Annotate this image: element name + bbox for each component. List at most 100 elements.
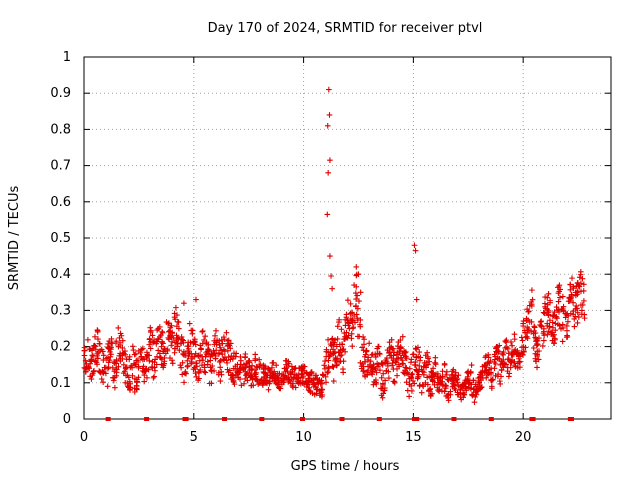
data-point <box>178 364 184 371</box>
data-point <box>534 341 541 348</box>
data-point <box>138 346 145 353</box>
data-point <box>244 377 251 384</box>
y-tick-label: 0.1 <box>50 376 71 391</box>
data-point <box>270 360 277 366</box>
data-point <box>571 323 578 330</box>
data-point <box>574 305 580 312</box>
data-point <box>142 368 149 374</box>
data-point <box>534 364 540 371</box>
outlier-point <box>326 86 332 93</box>
data-point <box>331 350 337 357</box>
baseline-marker <box>339 417 345 421</box>
baseline-marker <box>414 417 420 421</box>
data-point <box>240 366 247 373</box>
data-point <box>348 335 355 342</box>
data-point <box>397 337 404 343</box>
data-point <box>117 342 123 348</box>
data-point <box>565 298 572 305</box>
data-point <box>322 365 328 372</box>
data-point <box>525 308 532 315</box>
data-point <box>483 375 490 381</box>
data-point <box>118 332 125 339</box>
data-point <box>224 360 230 366</box>
data-point <box>546 323 553 330</box>
data-point <box>478 384 485 390</box>
data-point <box>355 317 361 323</box>
data-point <box>319 386 326 393</box>
data-point <box>176 347 183 353</box>
outlier-point <box>411 242 418 249</box>
data-point <box>463 387 470 394</box>
data-point <box>416 363 423 369</box>
data-point <box>468 362 475 368</box>
data-point <box>408 356 415 363</box>
data-point <box>381 387 388 394</box>
data-point <box>91 342 98 349</box>
data-point <box>208 367 214 374</box>
data-point <box>174 335 181 341</box>
data-point <box>217 357 224 364</box>
data-point <box>576 314 582 320</box>
data-point <box>112 384 118 391</box>
data-point <box>376 350 382 357</box>
data-point <box>357 321 363 328</box>
data-point <box>560 308 567 315</box>
data-point <box>219 351 226 357</box>
data-point <box>567 281 574 288</box>
data-point <box>300 375 306 381</box>
data-point <box>202 369 209 376</box>
data-point <box>209 352 215 358</box>
data-point <box>397 344 404 350</box>
data-point <box>403 370 409 376</box>
data-point <box>87 360 93 367</box>
data-point <box>211 368 217 374</box>
data-point <box>403 353 409 360</box>
data-point <box>417 357 423 364</box>
data-point <box>127 384 134 391</box>
data-point <box>311 383 317 390</box>
data-point <box>226 342 233 349</box>
data-point <box>349 343 356 349</box>
data-point <box>375 343 382 350</box>
data-point <box>151 373 157 380</box>
data-point <box>433 371 439 377</box>
data-point <box>545 307 552 314</box>
data-point <box>444 369 450 375</box>
data-point <box>359 344 365 351</box>
data-point <box>216 359 223 365</box>
data-point <box>222 348 228 354</box>
data-point <box>491 365 498 372</box>
data-point <box>82 347 88 354</box>
data-point <box>362 373 368 380</box>
data-point <box>511 331 518 337</box>
data-point <box>502 338 509 345</box>
data-point <box>472 389 479 396</box>
data-point <box>423 364 429 371</box>
data-point <box>273 362 280 369</box>
data-point <box>212 353 219 359</box>
data-point <box>380 382 386 388</box>
data-point <box>199 329 206 335</box>
data-point <box>540 343 546 349</box>
data-point <box>227 367 233 374</box>
data-point <box>389 345 395 352</box>
data-point <box>574 320 581 326</box>
data-point <box>271 368 278 375</box>
data-point <box>569 275 575 281</box>
data-point <box>216 342 223 348</box>
data-point <box>276 370 283 377</box>
data-point <box>486 370 492 377</box>
data-point <box>105 354 111 361</box>
data-point <box>330 364 337 370</box>
data-point <box>252 356 259 362</box>
x-tick-label: 0 <box>80 430 88 445</box>
data-point <box>144 349 150 356</box>
data-point <box>217 378 224 384</box>
data-point <box>386 375 392 381</box>
data-point <box>179 371 186 378</box>
data-point <box>362 359 368 365</box>
data-point <box>301 368 307 374</box>
data-point <box>361 341 367 348</box>
data-point <box>344 335 351 341</box>
data-point <box>82 357 89 364</box>
